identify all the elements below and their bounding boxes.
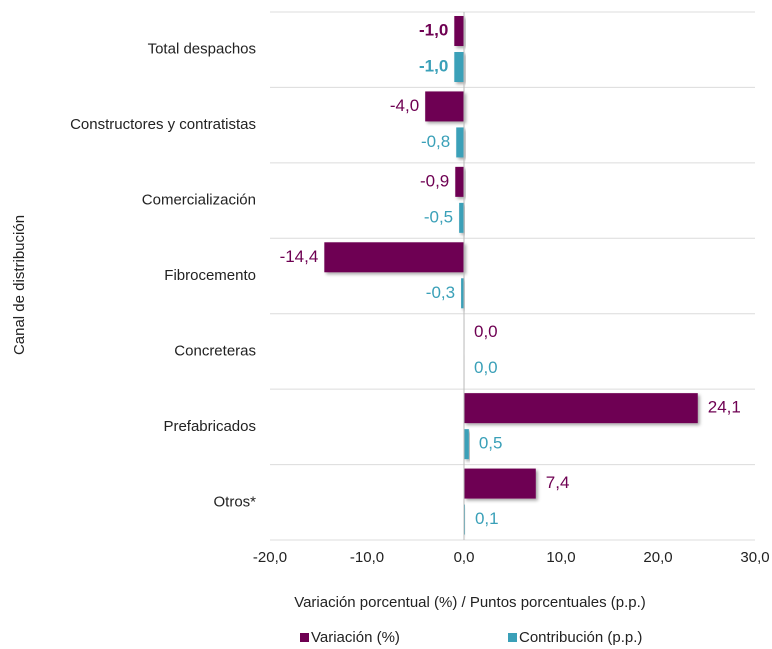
bar [464, 468, 536, 499]
value-label: -0,5 [424, 207, 453, 226]
y-tick-label: Comercialización [142, 192, 256, 209]
legend-swatch [300, 633, 309, 642]
value-label: 0,5 [479, 434, 503, 453]
legend-swatch [508, 633, 517, 642]
x-tick-label: 20,0 [643, 549, 672, 566]
x-tick-label: -10,0 [350, 549, 384, 566]
bar [461, 278, 464, 309]
y-tick-label: Prefabricados [163, 418, 256, 435]
value-label: -1,0 [419, 56, 448, 75]
value-label: -14,4 [280, 247, 319, 266]
bar [464, 429, 469, 460]
x-tick-label: -20,0 [253, 549, 287, 566]
bar [425, 91, 464, 122]
value-label: -1,0 [419, 20, 448, 39]
y-tick-label: Fibrocemento [164, 267, 256, 284]
value-label: -4,0 [390, 96, 419, 115]
x-tick-label: 10,0 [546, 549, 575, 566]
value-label: 7,4 [546, 473, 570, 492]
bar [324, 242, 464, 273]
value-label: -0,9 [420, 171, 449, 190]
x-tick-label: 0,0 [454, 549, 475, 566]
value-label: 0,0 [474, 358, 498, 377]
legend-label: Contribución (p.p.) [519, 629, 642, 646]
value-label: -0,3 [426, 283, 455, 302]
x-axis-title: Variación porcentual (%) / Puntos porcen… [294, 594, 646, 611]
x-tick-label: 30,0 [740, 549, 769, 566]
value-label: 24,1 [708, 398, 741, 417]
bar [454, 52, 464, 82]
y-tick-label: Otros* [213, 493, 256, 510]
y-axis-title: Canal de distribución [11, 215, 28, 355]
legend-label: Variación (%) [311, 629, 400, 646]
value-label: 0,0 [474, 322, 498, 341]
value-label: -0,8 [421, 132, 450, 151]
value-label: 0,1 [475, 509, 499, 528]
bar [455, 166, 464, 197]
bar [459, 202, 464, 233]
y-tick-label: Concreteras [174, 342, 256, 359]
bar [464, 393, 698, 424]
bar [454, 16, 464, 46]
y-tick-label: Total despachos [148, 41, 256, 58]
y-tick-label: Constructores y contratistas [70, 116, 256, 133]
bar [456, 127, 464, 158]
